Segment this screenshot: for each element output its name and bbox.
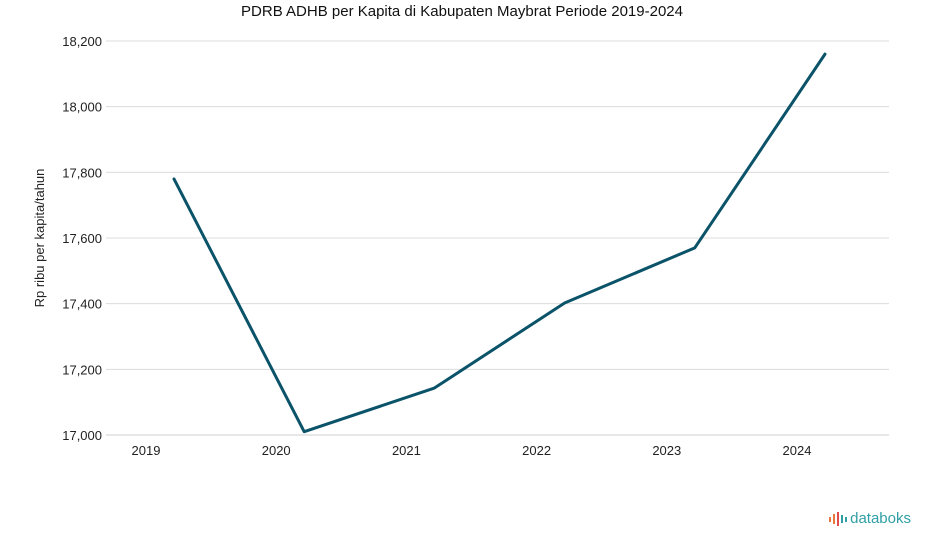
databoks-brand: databoks — [829, 510, 911, 527]
y-tick-label: 17,600 — [62, 231, 102, 246]
y-axis-label: Rp ribu per kapita/tahun — [32, 169, 47, 308]
y-tick-label: 17,000 — [62, 428, 102, 443]
grid-lines — [106, 40, 889, 436]
x-tick-label: 2019 — [132, 443, 161, 458]
y-tick-label: 17,200 — [62, 362, 102, 377]
x-tick-label: 2023 — [652, 443, 681, 458]
x-tick-label: 2022 — [522, 443, 551, 458]
y-tick-label: 17,400 — [62, 297, 102, 312]
chart-title: PDRB ADHB per Kapita di Kabupaten Maybra… — [241, 3, 683, 20]
x-tick-label: 2021 — [392, 443, 421, 458]
series-layer — [172, 52, 827, 434]
y-tick-label: 17,800 — [62, 165, 102, 180]
databoks-logo-icon — [829, 511, 848, 526]
series-line — [172, 52, 827, 434]
x-tick-label: 2020 — [262, 443, 291, 458]
brand-name: databoks — [850, 510, 911, 527]
y-tick-label: 18,000 — [62, 100, 102, 115]
x-tick-labels: 2019 2020 2021 2022 2023 2024 — [132, 443, 812, 458]
y-tick-label: 18,200 — [62, 34, 102, 49]
x-tick-label: 2024 — [783, 443, 812, 458]
y-tick-labels: 17,000 17,200 17,400 17,600 17,800 18,000 18,2… — [62, 34, 102, 443]
